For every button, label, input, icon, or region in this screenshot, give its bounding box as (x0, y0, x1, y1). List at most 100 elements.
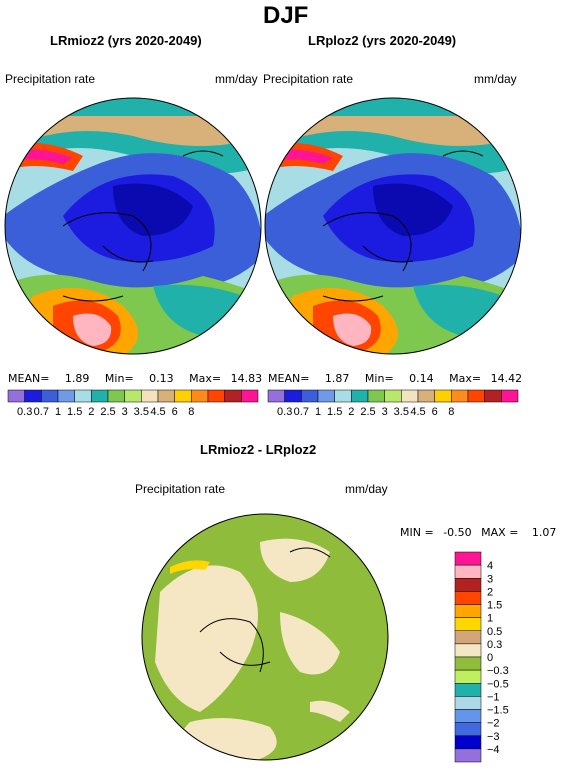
colorbar-panel2-tick-label: 4.5 (410, 406, 425, 418)
colorbar-panel2-tick-label: 2 (348, 406, 354, 418)
colorbar-panel2-swatch (467, 389, 485, 403)
colorbar-panel1-tick-label: 0.3 (17, 406, 32, 418)
colorbar-diff-swatch (454, 591, 482, 605)
colorbar-diff-swatch (454, 564, 482, 579)
colorbar-diff-tick-label: 2 (487, 586, 493, 598)
colorbar-panel1-swatch (91, 389, 109, 403)
panel2-min-label: Min= (364, 372, 394, 385)
colorbar-panel2-swatch (367, 389, 385, 403)
colorbar-panel2-tick-label: 0.7 (294, 406, 309, 418)
colorbar-diff-tick-label: 3 (487, 573, 493, 585)
panel2-mean: 1.87 (324, 372, 350, 385)
colorbar-panel1-swatch (7, 389, 25, 403)
colorbar-diff-swatch (454, 617, 482, 631)
colorbar-panel1-swatch (191, 389, 209, 403)
colorbar-panel1-swatch (174, 389, 192, 403)
colorbar-diff-swatch (454, 630, 482, 645)
colorbar-panel1-swatch (207, 389, 225, 403)
panel2-units: mm/day (474, 72, 517, 86)
panel2-mean-label: MEAN= (268, 372, 310, 385)
colorbar-diff-tick-label: −3 (487, 731, 500, 743)
colorbar-panel1-tick-label: 2.5 (100, 406, 115, 418)
diff-stats: MIN = -0.50 MAX = 1.07 (400, 526, 556, 539)
colorbar-panel2: 0.3 0.7 1 1.5 2 2.5 3 3.5 4.5 6 8 (267, 389, 519, 418)
colorbar-panel2-swatch (484, 389, 502, 403)
map-panel1 (4, 97, 262, 355)
colorbar-diff-swatch (454, 709, 482, 723)
colorbar-panel2-tick-label: 0.3 (277, 406, 292, 418)
colorbar-diff-swatch (454, 722, 482, 736)
colorbar-panel2-tick-label: 6 (432, 406, 438, 418)
panel2-title: LRploz2 (yrs 2020-2049) (308, 33, 457, 48)
colorbar-panel1-tick-label: 2 (88, 406, 94, 418)
panel2-stats: MEAN= 1.87 Min= 0.14 Max= 14.42 (268, 372, 522, 385)
colorbar-diff-tick-label: −4 (487, 744, 500, 756)
colorbar-diff-tick-label: −1.5 (487, 705, 509, 717)
colorbar-panel2-swatch (317, 389, 335, 403)
colorbar-panel2-swatch (267, 389, 285, 403)
colorbar-panel2-swatch (434, 389, 452, 403)
colorbar-diff-tick-label: −1 (487, 691, 500, 703)
colorbar-diff-swatch (454, 748, 482, 763)
colorbar-panel2-tick-label: 3 (382, 406, 388, 418)
colorbar-diff-swatch (454, 604, 482, 618)
colorbar-diff-swatch (454, 656, 482, 671)
colorbar-panel2-swatch (334, 389, 352, 403)
panel1-min: 0.13 (149, 372, 174, 385)
colorbar-panel2-swatch (401, 389, 419, 403)
colorbar-diff-tick-label: −0.3 (487, 665, 509, 677)
colorbar-panel1-tick-label: 3 (122, 406, 128, 418)
colorbar-panel1: 0.3 0.7 1 1.5 2 2.5 3 3.5 4.5 6 8 (7, 389, 259, 418)
colorbar-panel1-swatch (57, 389, 75, 403)
colorbar-panel2-swatch (284, 389, 302, 403)
colorbar-panel1-tick-label: 4.5 (150, 406, 165, 418)
panel1-max: 14.83 (230, 372, 263, 385)
colorbar-panel2-tick-label: 3.5 (394, 406, 409, 418)
colorbar-panel2-tick-label: 1.5 (327, 406, 342, 418)
diff-min: -0.50 (443, 526, 472, 539)
colorbar-panel1-swatch (224, 389, 242, 403)
colorbar-panel2-swatch (351, 389, 369, 403)
colorbar-panel1-swatch (107, 389, 125, 403)
colorbar-panel1-tick-label: 1.5 (67, 406, 82, 418)
diff-units: mm/day (345, 482, 388, 496)
colorbar-diff-swatch (454, 551, 482, 566)
colorbar-diff-tick-label: −2 (487, 718, 500, 730)
colorbar-diff-tick-label: 1 (487, 613, 493, 625)
diff-max: 1.07 (531, 526, 557, 539)
colorbar-diff-swatch (454, 735, 482, 750)
colorbar-panel1-swatch (74, 389, 92, 403)
panel1-mean: 1.89 (64, 372, 90, 385)
colorbar-panel1-tick-label: 6 (172, 406, 178, 418)
panel1-max-label: Max= (189, 372, 222, 385)
colorbar-panel2-swatch (417, 389, 435, 403)
colorbar-panel1-swatch (241, 389, 259, 403)
panel2-field-label: Precipitation rate (263, 72, 354, 86)
panel1-mean-label: MEAN= (8, 372, 50, 385)
colorbar-diff-swatch (454, 696, 482, 710)
colorbar-panel2-tick-label: 8 (448, 406, 454, 418)
colorbar-panel1-swatch (141, 389, 159, 403)
panel1-units: mm/day (215, 72, 258, 86)
panel2-min: 0.14 (409, 372, 434, 385)
figure-title: DJF (263, 2, 309, 29)
colorbar-panel2-swatch (384, 389, 402, 403)
colorbar-diff-swatch (454, 578, 482, 592)
diff-field-label: Precipitation rate (135, 482, 226, 496)
panel1-field-label: Precipitation rate (5, 72, 96, 86)
map-diff (141, 513, 389, 761)
colorbar-panel1-tick-label: 8 (188, 406, 194, 418)
panel2-max-label: Max= (449, 372, 482, 385)
colorbar-panel1-swatch (41, 389, 59, 403)
panel1-min-label: Min= (104, 372, 134, 385)
diff-min-label: MIN = (400, 526, 434, 539)
colorbar-panel1-tick-label: 0.7 (34, 406, 49, 418)
colorbar-panel2-tick-label: 2.5 (360, 406, 375, 418)
colorbar-diff-swatch (454, 683, 482, 697)
map-panel2 (264, 97, 522, 355)
colorbar-panel1-swatch (157, 389, 175, 403)
colorbar-diff-tick-label: 0.5 (487, 626, 502, 638)
colorbar-diff-tick-label: 1.5 (487, 600, 502, 612)
panel2-max: 14.42 (490, 372, 523, 385)
panel1-title: LRmioz2 (yrs 2020-2049) (50, 33, 202, 48)
